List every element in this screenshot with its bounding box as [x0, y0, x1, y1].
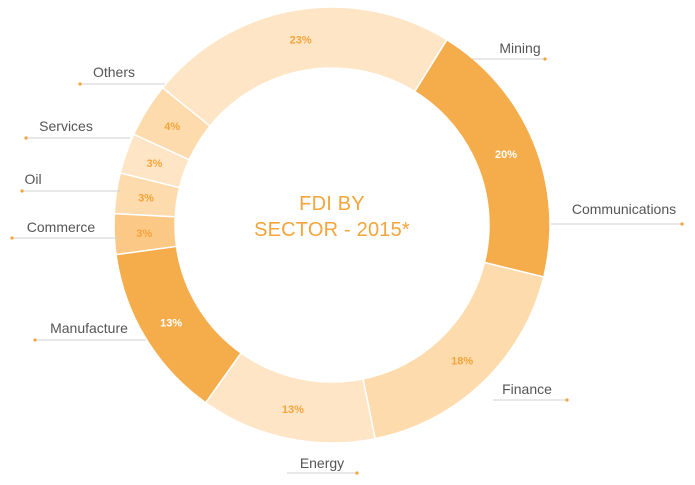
category-label-commerce: Commerce	[27, 219, 96, 235]
value-label-finance: 18%	[451, 356, 473, 368]
leader-dot-commerce	[10, 236, 14, 240]
category-label-others: Others	[93, 64, 135, 80]
category-label-communications: Communications	[572, 201, 676, 217]
value-label-others: 4%	[164, 121, 180, 133]
leader-dot-mining	[543, 57, 547, 61]
leader-dot-communications	[680, 222, 684, 226]
chart-title-line-1: FDI BY	[299, 193, 365, 215]
leader-dot-finance	[565, 398, 569, 402]
slice-finance	[362, 261, 545, 440]
value-label-communications: 20%	[495, 149, 517, 161]
slice-communications	[413, 38, 551, 278]
category-label-manufacture: Manufacture	[50, 320, 128, 336]
leader-dot-energy	[355, 471, 359, 475]
value-label-services: 3%	[147, 158, 163, 170]
leader-dot-services	[24, 136, 28, 140]
category-label-energy: Energy	[300, 455, 344, 471]
slice-mining	[161, 6, 448, 128]
value-label-manufacture: 13%	[160, 317, 182, 329]
leader-dot-others	[78, 82, 82, 86]
value-label-commerce: 3%	[136, 228, 152, 240]
value-label-mining: 23%	[290, 35, 312, 47]
value-label-energy: 13%	[282, 404, 304, 416]
category-label-services: Services	[39, 118, 93, 134]
category-label-mining: Mining	[499, 40, 540, 56]
chart-title: FDI BY SECTOR - 2015*	[232, 191, 432, 243]
leader-dot-oil	[20, 189, 24, 193]
chart-title-line-2: SECTOR - 2015*	[254, 219, 410, 241]
slice-others	[132, 86, 212, 161]
category-label-oil: Oil	[24, 171, 41, 187]
value-label-oil: 3%	[138, 193, 154, 205]
category-label-finance: Finance	[502, 381, 552, 397]
leader-dot-manufacture	[33, 338, 37, 342]
